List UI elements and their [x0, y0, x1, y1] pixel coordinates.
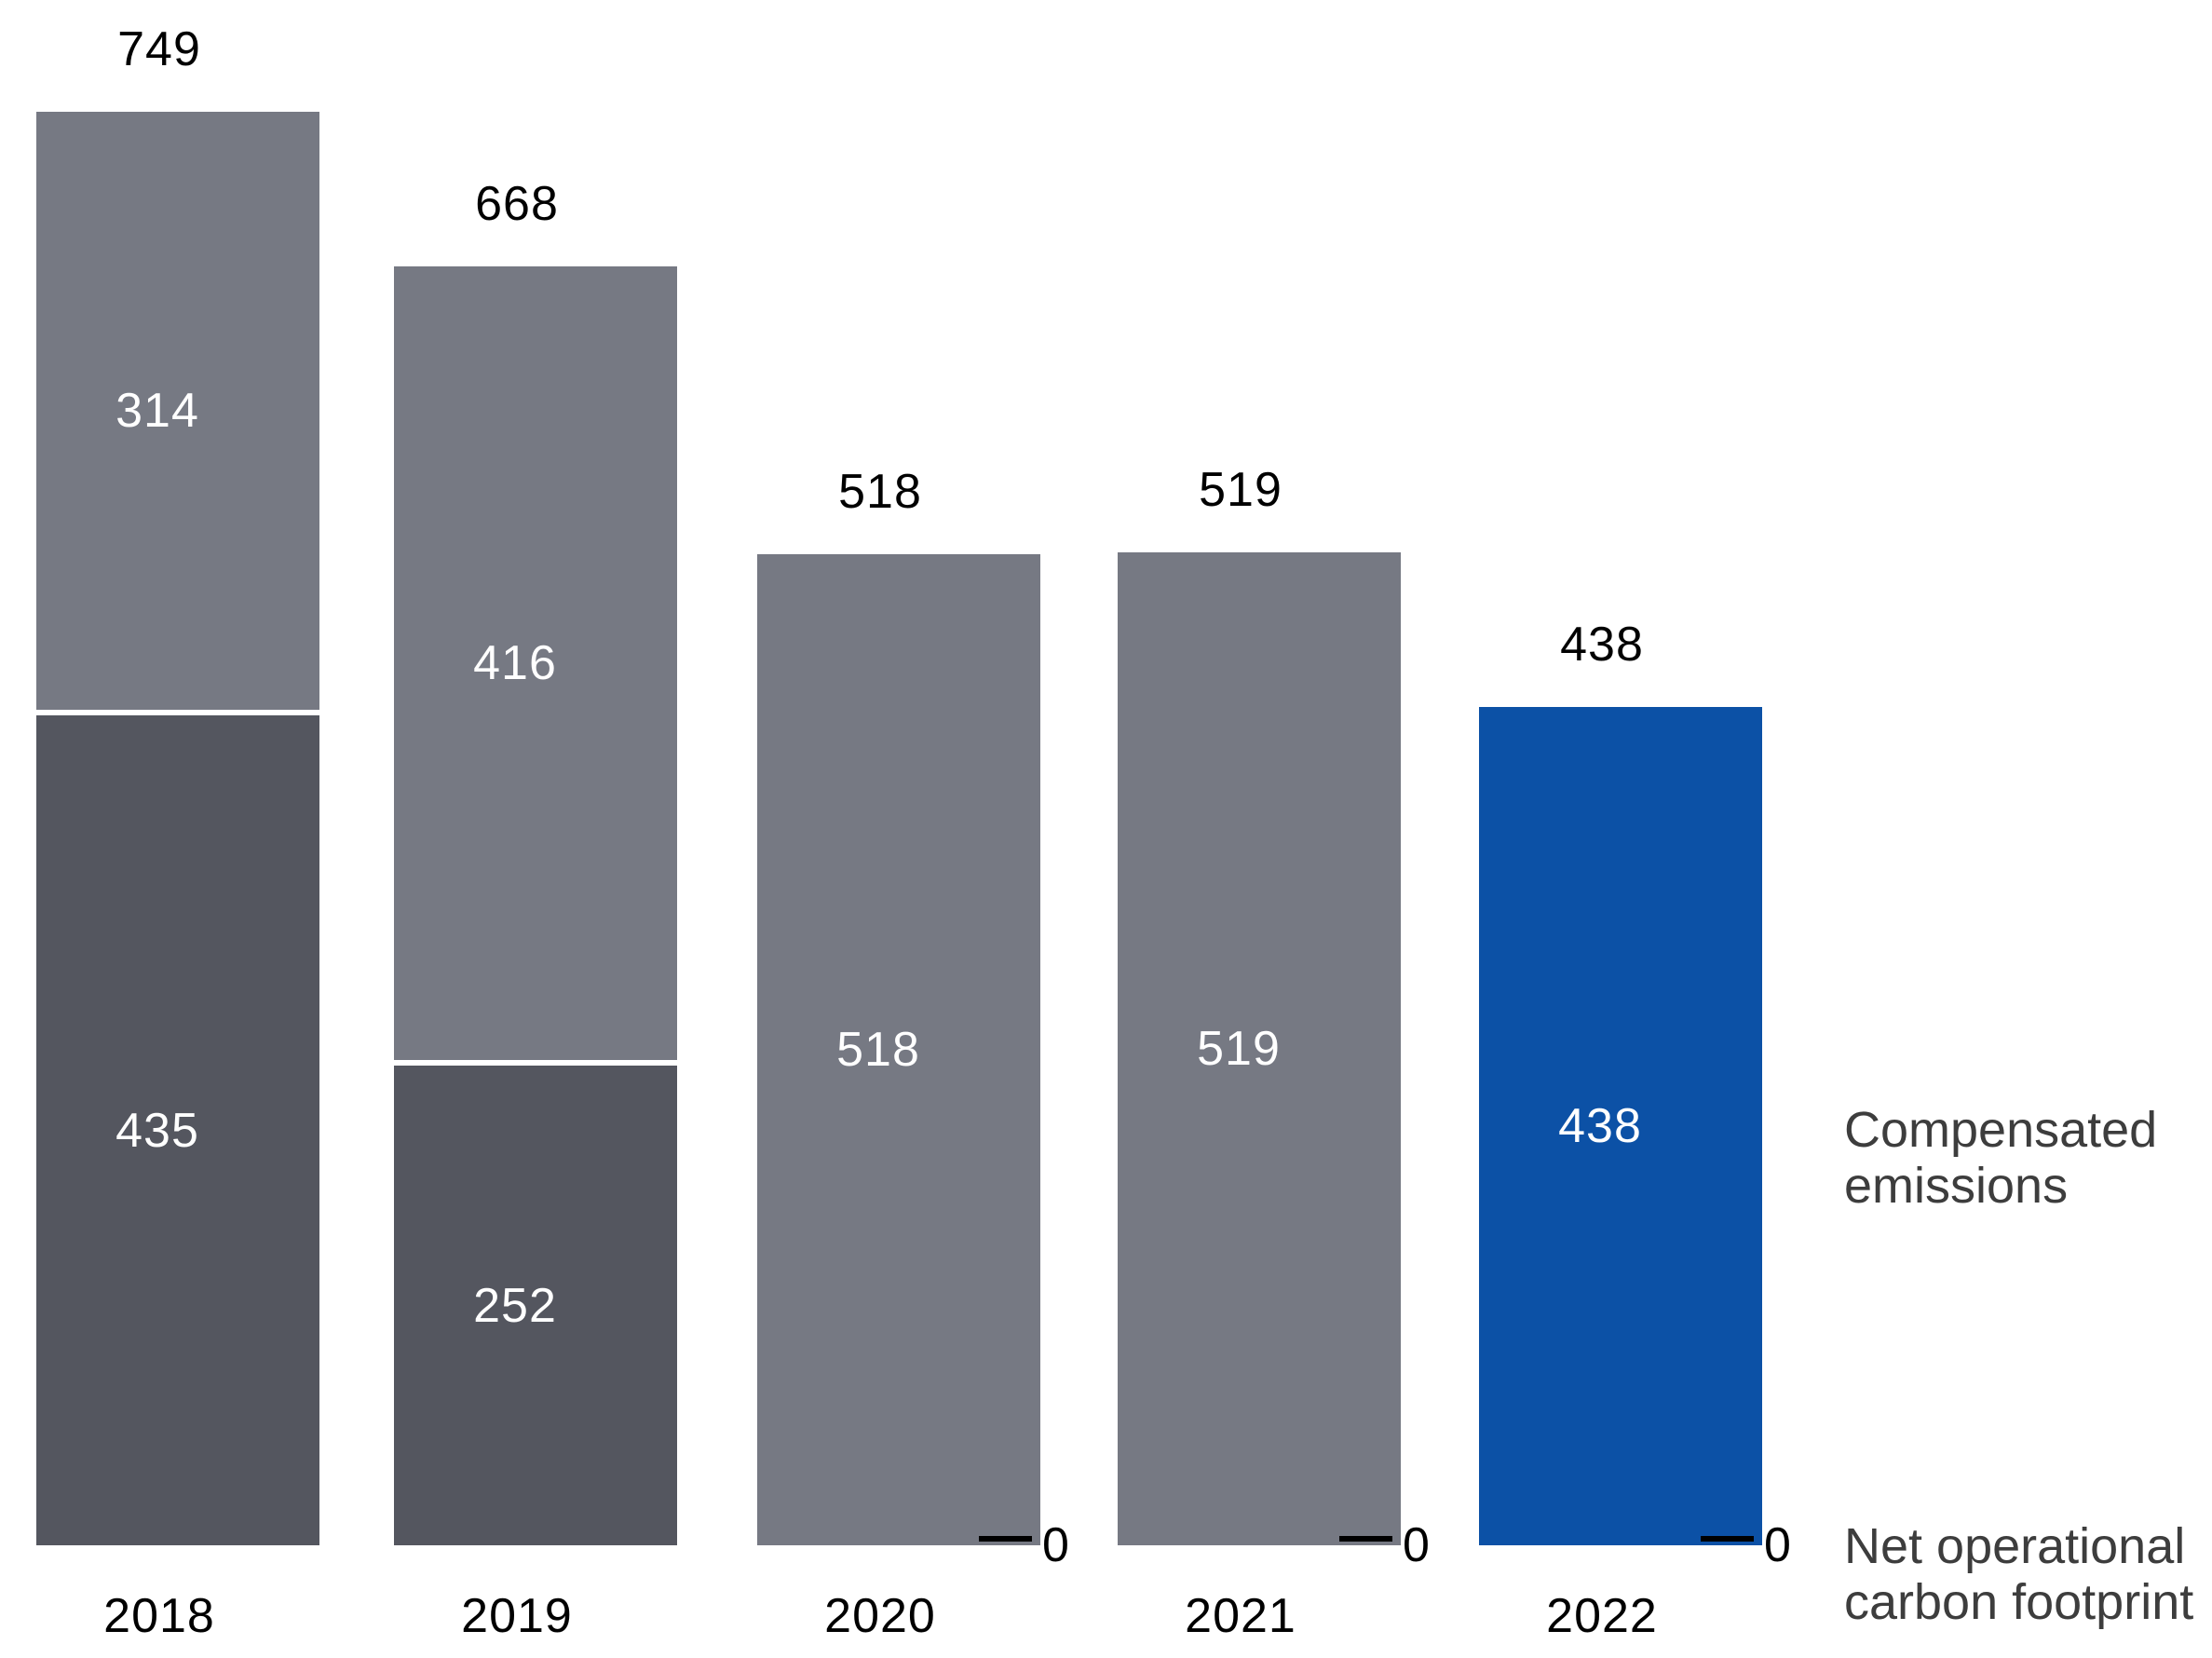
bar-total-label-2021: 519 — [1199, 463, 1282, 517]
zero-tick-2020 — [979, 1536, 1032, 1542]
segment-net-operational-2019: 252 — [394, 1066, 677, 1545]
x-axis-label-2020: 2020 — [824, 1589, 936, 1643]
bar-value-label: 314 — [115, 384, 199, 438]
segment-compensated-2020: 518 — [757, 554, 1040, 1545]
bar-value-label: 435 — [115, 1103, 199, 1158]
segment-compensated-2022: 438 — [1479, 707, 1762, 1545]
x-axis-label-2018: 2018 — [103, 1589, 215, 1643]
zero-tick-2021 — [1339, 1536, 1392, 1542]
bar-total-label-2022: 438 — [1560, 618, 1644, 672]
bar-total-label-2018: 749 — [117, 22, 201, 76]
zero-label-2021: 0 — [1403, 1518, 1431, 1572]
zero-label-2022: 0 — [1764, 1518, 1792, 1572]
bar-value-label: 438 — [1558, 1099, 1642, 1153]
zero-tick-2022 — [1701, 1536, 1754, 1542]
x-axis-label-2019: 2019 — [461, 1589, 573, 1643]
bar-value-label: 252 — [473, 1278, 557, 1333]
legend-compensated-emissions: Compensated emissions — [1844, 1102, 2158, 1214]
bar-value-label: 416 — [473, 636, 557, 690]
bar-value-label: 519 — [1197, 1022, 1281, 1076]
segment-net-operational-2018: 435 — [36, 715, 319, 1545]
bar-value-label: 518 — [836, 1023, 920, 1077]
zero-label-2020: 0 — [1042, 1518, 1070, 1572]
x-axis-label-2022: 2022 — [1546, 1589, 1658, 1643]
x-axis-label-2021: 2021 — [1185, 1589, 1296, 1643]
legend-net-operational-carbon-footprint: Net operational carbon footprint — [1844, 1518, 2194, 1630]
bar-total-label-2020: 518 — [838, 465, 922, 519]
segment-compensated-2021: 519 — [1118, 552, 1401, 1545]
segment-compensated-2018: 314 — [36, 112, 319, 710]
bar-total-label-2019: 668 — [475, 177, 559, 231]
segment-compensated-2019: 416 — [394, 266, 677, 1060]
